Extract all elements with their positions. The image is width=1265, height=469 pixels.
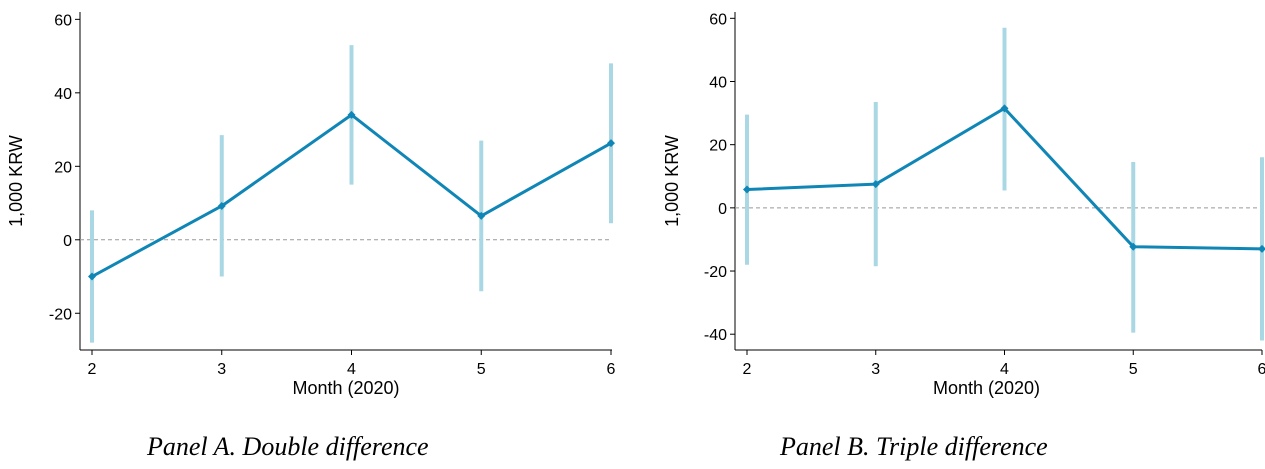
panel-b-x-tick-label: 6 [1258, 361, 1265, 378]
panel-b-y-tick-label: -40 [704, 327, 727, 344]
panel-b-point-marker [1000, 104, 1009, 113]
panel-b-y-tick-label: 0 [718, 201, 727, 218]
panel-b-x-axis-label: Month (2020) [933, 378, 1040, 398]
panel-a-y-tick-label: 20 [54, 159, 72, 176]
panel-b-point-marker [1258, 244, 1265, 253]
panel-b-plot: -40 -20 0 20 40 60 2 3 4 5 6 Month (2020) 1,000 KRW [662, 11, 1265, 398]
panel-a-caption: Panel A. Double difference [147, 432, 429, 461]
panel-a-x-tick-label: 6 [607, 361, 616, 378]
panel-a-y-tick-label: 0 [63, 233, 72, 250]
panel-b-caption: Panel B. Triple difference [780, 432, 1048, 461]
panel-b-point-marker [871, 180, 880, 189]
panel-b-y-tick-label: 40 [709, 74, 727, 91]
panel-a-point-marker [217, 201, 226, 210]
panel-a-x-axis-label: Month (2020) [292, 378, 399, 398]
panel-a-y-tick-label: 40 [54, 86, 72, 103]
panel-a-y-tick-label: -20 [49, 306, 72, 323]
panel-b-point-marker [1129, 242, 1138, 251]
panel-b-point-marker [743, 185, 751, 194]
panel-b-x-tick-label: 2 [743, 361, 752, 378]
panel-b-y-tick-label: 60 [709, 11, 727, 28]
panel-b-x-tick-label: 4 [1000, 361, 1009, 378]
panel-a-point-marker [347, 110, 356, 119]
panel-b-x-tick-label: 5 [1129, 361, 1138, 378]
panel-a-x-tick-label: 4 [347, 361, 356, 378]
panel-a-x-tick-label: 2 [88, 361, 97, 378]
panel-a-point-marker [88, 272, 96, 281]
panel-a-point-marker [477, 211, 486, 220]
panel-a-point-marker [607, 139, 615, 148]
panel-a-x-tick-label: 5 [477, 361, 486, 378]
panel-a-x-tick-label: 3 [217, 361, 226, 378]
panel-b-y-tick-label: 20 [709, 138, 727, 155]
panel-b-y-axis-label: 1,000 KRW [662, 135, 682, 227]
panel-b-y-tick-label: -20 [704, 264, 727, 281]
panel-a-y-tick-label: 60 [54, 12, 72, 29]
panel-b-x-tick-label: 3 [871, 361, 880, 378]
panel-a-y-axis-label: 1,000 KRW [6, 135, 26, 227]
panel-a-plot: -20 0 20 40 60 2 3 4 5 6 Month (2020) 1,000 KRW [6, 12, 616, 398]
